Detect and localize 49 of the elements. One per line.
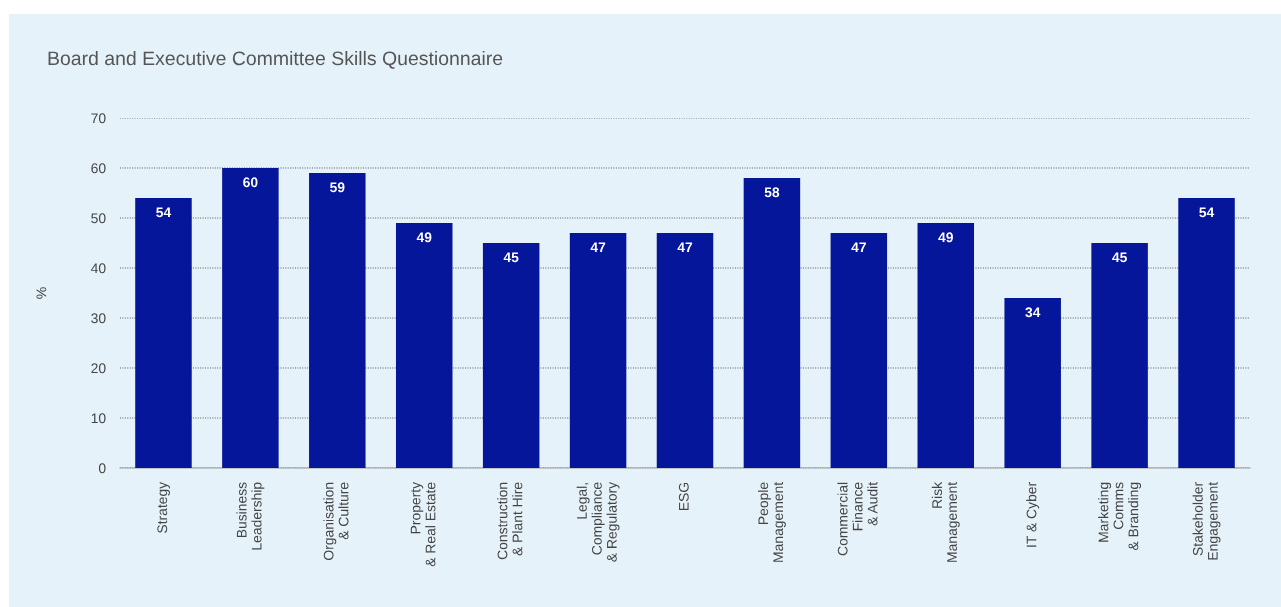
data-label: 58: [764, 187, 780, 198]
x-tick-label: Strategy: [157, 481, 170, 533]
x-tick-label: Marketing Comms & Branding: [1098, 482, 1142, 551]
data-label: 47: [677, 242, 693, 253]
bar: [917, 223, 975, 468]
x-tick-label: IT & Cyber: [1026, 482, 1040, 547]
data-label: 49: [938, 232, 953, 243]
bar: [482, 243, 540, 468]
y-tick-label: 30: [91, 313, 106, 324]
x-tick-label: Business Leadership: [236, 482, 265, 550]
bar: [222, 168, 279, 468]
data-label: 54: [1199, 207, 1215, 218]
data-label: 60: [243, 177, 258, 188]
y-tick-label: 50: [91, 213, 106, 224]
x-tick-label: Stakeholder Engagement: [1192, 481, 1221, 560]
data-label: 54: [156, 207, 172, 218]
bar: [1178, 198, 1235, 468]
x-tick-label: ESG: [678, 482, 689, 511]
data-label: 47: [851, 242, 866, 253]
y-tick-label: 10: [91, 413, 106, 424]
y-tick-label: 40: [90, 263, 106, 274]
chart-title: Board and Executive Committee Skills Questionnaire: [48, 50, 503, 69]
bar: [743, 178, 801, 468]
x-tick-label: People Management: [757, 481, 786, 562]
bar: [1091, 243, 1148, 468]
bar: [1004, 298, 1061, 468]
bar: [395, 223, 453, 468]
y-tick-label: 60: [91, 163, 106, 174]
y-tick-label: 0: [98, 463, 106, 474]
x-tick-label: Construction & Plant Hire: [497, 482, 523, 560]
y-tick-label: 20: [91, 363, 106, 374]
x-tick-label: Property & Real Estate: [410, 481, 436, 567]
data-label: 34: [1025, 307, 1041, 318]
data-label: 47: [590, 242, 606, 253]
bar: [569, 233, 627, 468]
data-label: 45: [1112, 252, 1127, 263]
data-label: 59: [330, 182, 345, 193]
bar: [656, 233, 714, 468]
bar: [309, 173, 366, 468]
x-tick-label: Risk Management: [931, 481, 960, 562]
y-axis-title: %: [36, 287, 47, 299]
data-label: 49: [416, 232, 432, 243]
x-tick-label: Legal, Compliance & Regulatory: [576, 481, 620, 562]
x-tick-label: Organisation & Culture: [323, 482, 349, 560]
x-tick-label: Commercial Finance & Audit: [837, 481, 878, 556]
bar: [830, 233, 888, 468]
y-tick-label: 70: [91, 113, 106, 124]
bar: [135, 198, 192, 468]
data-label: 45: [503, 252, 519, 263]
